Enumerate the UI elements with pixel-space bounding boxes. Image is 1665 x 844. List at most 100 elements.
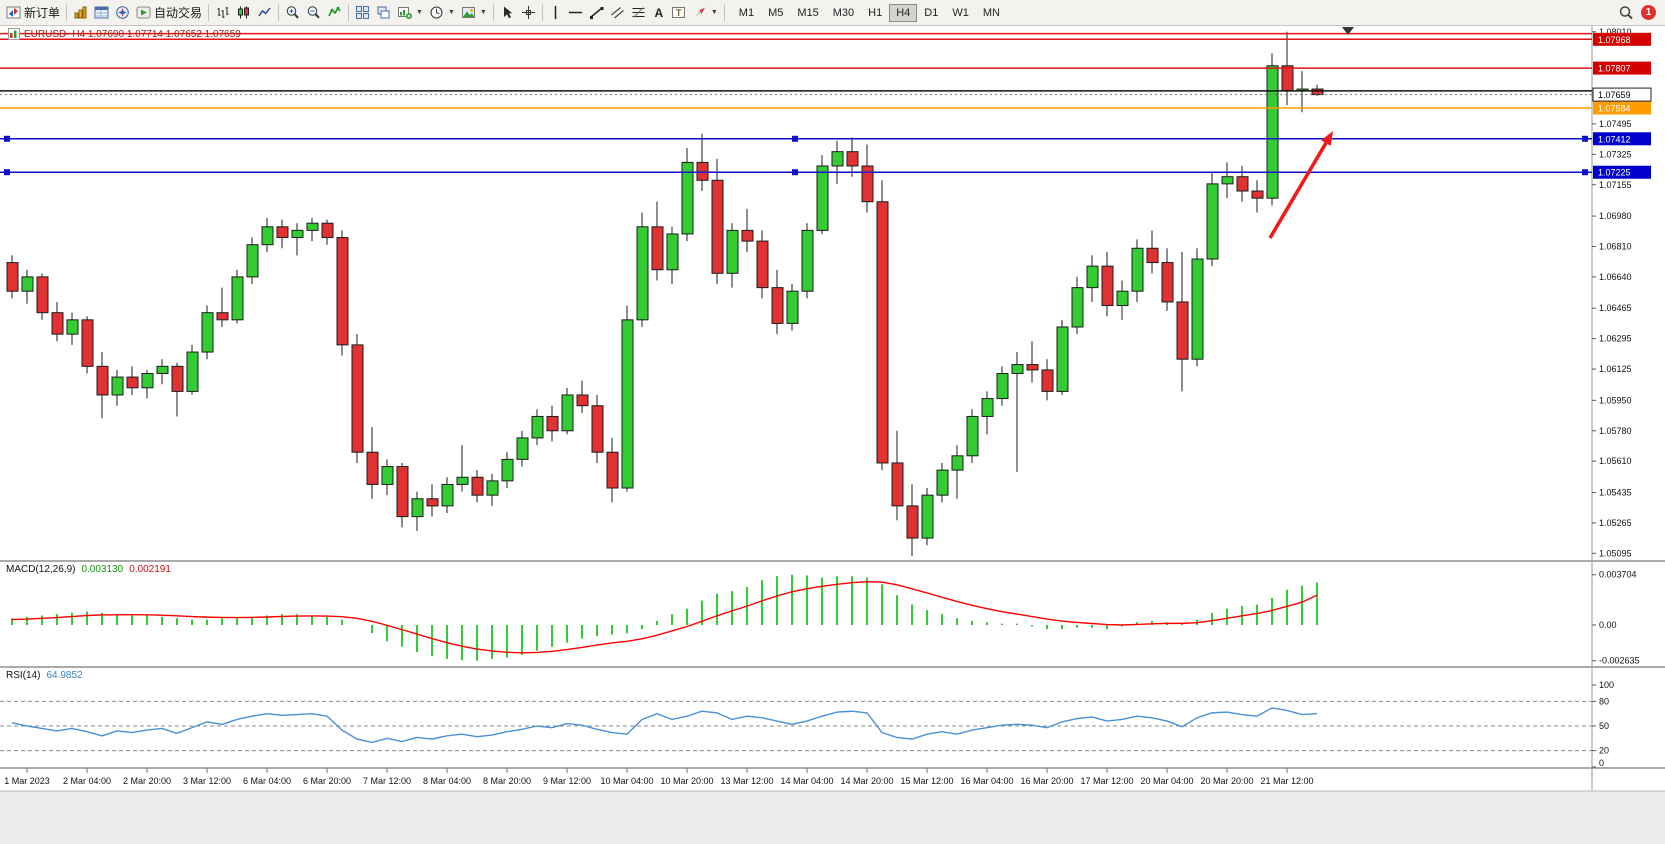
toolbar-separator (278, 4, 280, 21)
candle (831, 151, 844, 167)
timeframe-h1[interactable]: H1 (868, 6, 883, 19)
label-tool-button[interactable]: T (668, 3, 689, 22)
timeframe-w1[interactable]: W1 (952, 6, 969, 19)
candle (1026, 364, 1039, 371)
channel-icon (611, 7, 624, 19)
zoom-out-button[interactable] (303, 3, 324, 22)
candle (201, 312, 214, 353)
crosshair-button[interactable] (518, 3, 539, 22)
zoom-out-icon (307, 6, 320, 19)
price-tick: 1.05435 (1599, 487, 1632, 497)
candle (216, 312, 229, 321)
shapes-tool-button[interactable]: ▼ (689, 3, 721, 22)
periods-button[interactable]: ▼ (426, 3, 458, 22)
timeframe-d1[interactable]: D1 (924, 6, 939, 19)
hline-handle[interactable] (1582, 135, 1588, 142)
tile-windows-button[interactable] (352, 3, 373, 22)
timeframe-m1[interactable]: M1 (738, 6, 755, 19)
zoom-in-button[interactable] (282, 3, 303, 22)
candle (891, 462, 904, 507)
timeframe-m5[interactable]: M5 (768, 6, 784, 19)
candle (861, 165, 874, 203)
current-price-badge (1592, 87, 1652, 102)
price-axis: 1.08010 1.07495 1.07325 1.07155 1.06980 1.068… (1592, 27, 1632, 558)
vertical-line-icon (554, 6, 557, 19)
candle (846, 151, 859, 167)
candle (1191, 258, 1204, 360)
line-chart-button[interactable] (254, 3, 275, 22)
candle (426, 498, 439, 507)
navigator-button[interactable] (112, 3, 133, 22)
trendline-icon (589, 7, 604, 19)
toolbar-separator (348, 4, 350, 21)
indicators-button[interactable] (324, 3, 345, 22)
vertical-line-tool-button[interactable] (546, 3, 565, 22)
hline-handle[interactable] (4, 135, 10, 142)
candle (771, 287, 784, 324)
timeframe-h4[interactable]: H4 (889, 3, 918, 22)
candlestick-chart-button[interactable] (233, 3, 254, 22)
notification-badge[interactable]: 1 (1641, 5, 1656, 20)
candle (741, 229, 754, 242)
new-order-button[interactable]: 新订单 (3, 2, 63, 23)
add-chart-button[interactable]: ▼ (394, 3, 426, 22)
hline-handle[interactable] (4, 169, 10, 176)
macd-signal-value: 0.002191 (129, 564, 171, 575)
candle (231, 276, 244, 321)
toolbar-separator (723, 4, 725, 21)
candle (726, 229, 739, 274)
hline-handle[interactable] (792, 135, 798, 142)
time-tick: 7 Mar 12:00 (363, 776, 411, 786)
new-order-label: 新订单 (24, 6, 61, 20)
candle (1221, 176, 1234, 185)
channel-tool-button[interactable] (607, 3, 628, 22)
rsi-scale-tick: 80 (1599, 696, 1609, 706)
tile-windows-icon (356, 6, 370, 19)
timeframe-mn[interactable]: MN (982, 6, 1000, 19)
trend-arrow[interactable] (1268, 131, 1333, 239)
autotrading-icon (136, 6, 151, 19)
cursor-button[interactable] (497, 3, 518, 22)
chart-title-text: EURUSD- H4 1.07690 1.07714 1.07652 1.076… (24, 28, 241, 40)
text-tool-button[interactable]: A (649, 3, 668, 22)
hline-handle[interactable] (792, 169, 798, 176)
fibonacci-tool-button[interactable] (628, 3, 649, 22)
timeframe-m30[interactable]: M30 (832, 6, 855, 19)
new-chart-button[interactable] (70, 3, 91, 22)
candle (681, 161, 694, 235)
hline-handle[interactable] (1582, 169, 1588, 176)
bar-chart-button[interactable] (212, 3, 233, 22)
svg-text:1.07807: 1.07807 (1598, 64, 1631, 74)
candle (366, 451, 379, 485)
candle (1281, 65, 1294, 92)
candle (531, 415, 544, 439)
candle (291, 229, 304, 239)
candle (246, 244, 259, 278)
horizontal-line-tool-button[interactable] (565, 3, 586, 22)
time-tick: 3 Mar 12:00 (183, 776, 231, 786)
templates-button[interactable]: ▼ (458, 3, 490, 22)
time-axis: 1 Mar 2023 2 Mar 04:00 2 Mar 20:00 3 Mar 12… (4, 768, 1314, 786)
candle (996, 373, 1009, 400)
search-button[interactable] (1615, 3, 1637, 23)
candle (96, 365, 109, 396)
market-watch-button[interactable] (91, 3, 112, 22)
chart-window-icon (8, 28, 20, 40)
new-chart-icon (74, 6, 87, 19)
timeframe-m15[interactable]: M15 (797, 6, 819, 19)
candle (621, 319, 634, 489)
candle (1041, 369, 1054, 392)
time-tick: 10 Mar 20:00 (660, 776, 713, 786)
candle (1161, 262, 1174, 303)
autotrading-button[interactable]: 自动交易 (133, 2, 205, 23)
price-badge (1593, 32, 1651, 46)
candle (306, 222, 319, 231)
candle (801, 229, 814, 292)
svg-text:1.07584: 1.07584 (1598, 104, 1631, 114)
trendline-tool-button[interactable] (586, 3, 607, 22)
time-tick: 9 Mar 12:00 (543, 776, 591, 786)
cascade-windows-button[interactable] (373, 3, 394, 22)
chart-shift-marker[interactable] (1342, 27, 1354, 35)
chart-title: EURUSD- H4 1.07690 1.07714 1.07652 1.076… (8, 28, 241, 40)
